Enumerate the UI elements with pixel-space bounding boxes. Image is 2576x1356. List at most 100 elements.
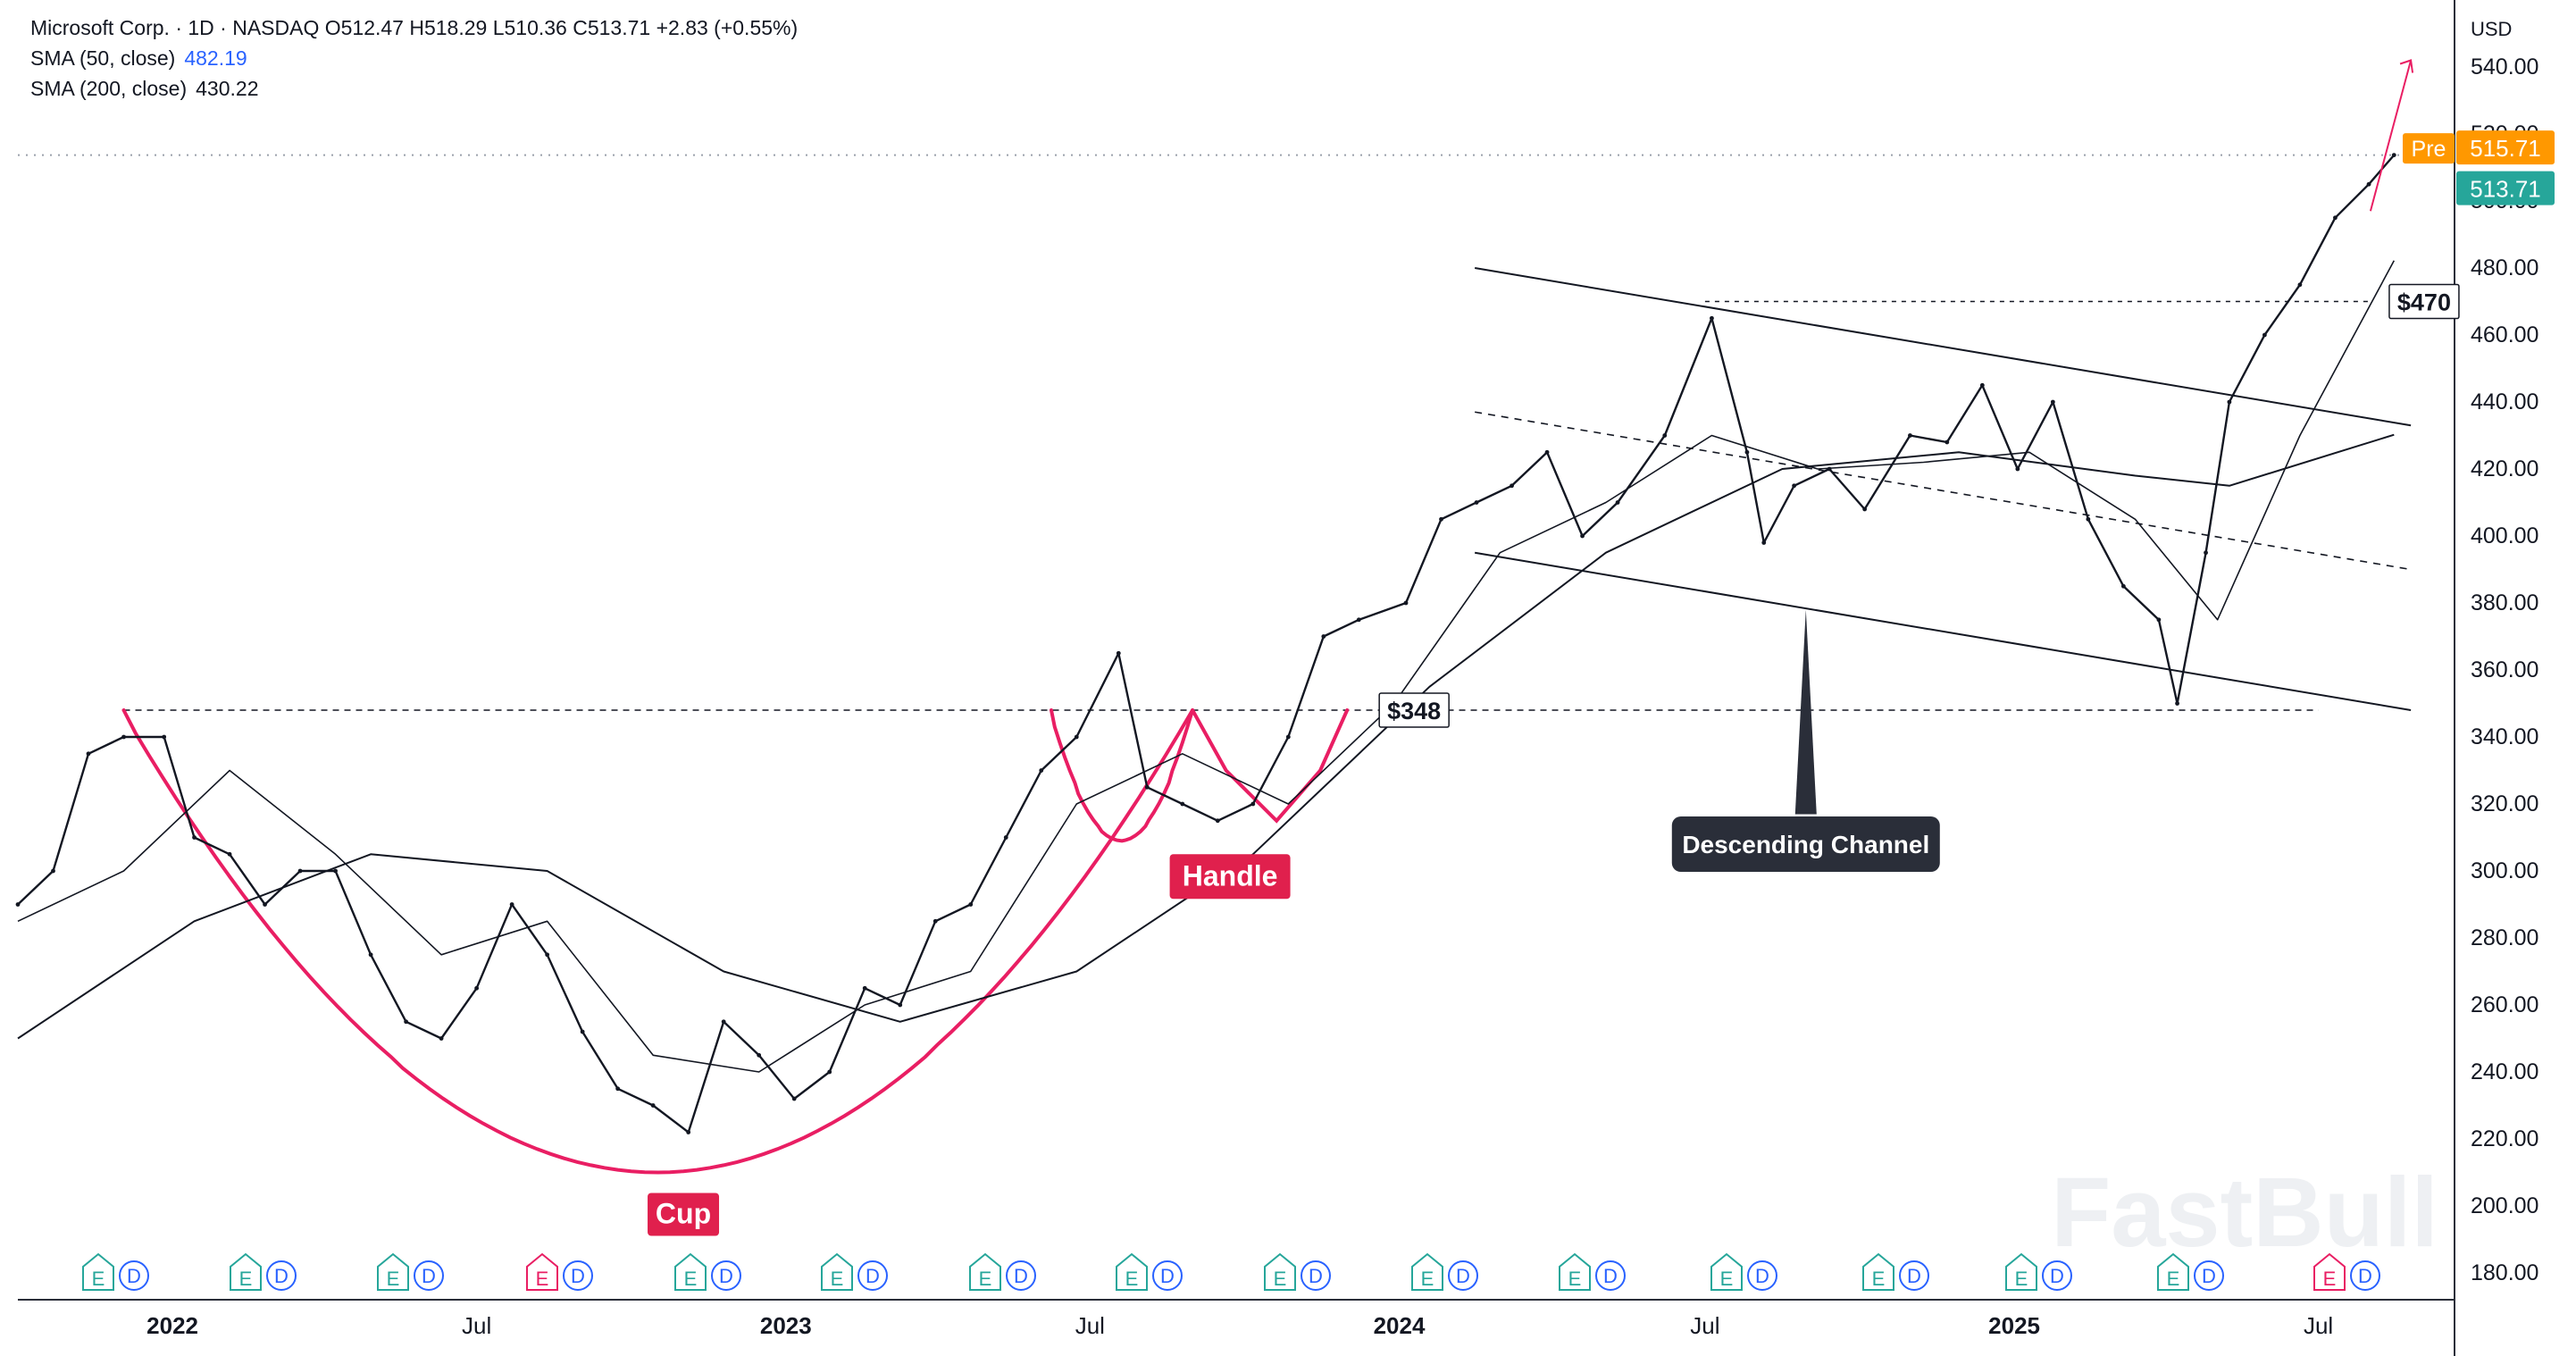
last-price-value: 513.71 (2470, 176, 2541, 203)
price-point (1215, 818, 1220, 824)
dividend-icon[interactable] (2350, 1260, 2380, 1291)
price-point (2175, 701, 2179, 706)
dividend-icon[interactable] (119, 1260, 149, 1291)
price-point (1439, 516, 1443, 522)
dividend-icon-letter: D (2202, 1265, 2216, 1287)
dividend-icon[interactable] (2194, 1260, 2224, 1291)
y-tick-label: 440.00 (2471, 389, 2538, 414)
dividend-icon[interactable] (1747, 1260, 1777, 1291)
price-point (1144, 784, 1150, 790)
earnings-icon[interactable] (821, 1252, 853, 1291)
dividend-icon[interactable] (1152, 1260, 1183, 1291)
earnings-icon[interactable] (969, 1252, 1001, 1291)
earnings-icon-letter: E (1274, 1268, 1287, 1290)
handle-rim-curve (1191, 708, 1350, 824)
price-point (580, 1029, 585, 1034)
price-point (1074, 734, 1079, 740)
dividend-icon[interactable] (857, 1260, 888, 1291)
cup-label-text: Cup (656, 1198, 711, 1230)
price-point (1979, 382, 1985, 388)
dividend-icon[interactable] (563, 1260, 593, 1291)
dividend-icon[interactable] (2042, 1260, 2072, 1291)
dividend-icon[interactable] (266, 1260, 297, 1291)
earnings-icon[interactable] (674, 1252, 707, 1291)
earnings-icon[interactable] (2005, 1252, 2037, 1291)
earnings-icon[interactable] (1862, 1252, 1894, 1291)
price-point (15, 902, 21, 907)
channel-callout-text: Descending Channel (1682, 831, 1929, 858)
dividend-icon[interactable] (1448, 1260, 1478, 1291)
dividend-icon[interactable] (1899, 1260, 1929, 1291)
channel-callout: Descending Channel (1671, 816, 1940, 872)
price-point (2086, 516, 2091, 522)
price-point (2297, 282, 2303, 288)
price-point (1792, 483, 1797, 489)
dividend-icon[interactable] (1595, 1260, 1626, 1291)
channel-mid-line (1475, 411, 2412, 571)
price-point (1116, 650, 1121, 656)
earnings-icon[interactable] (1116, 1252, 1148, 1291)
price-point (1285, 734, 1291, 740)
price-point (2015, 466, 2020, 472)
earnings-icon[interactable] (1559, 1252, 1591, 1291)
x-tick-label: Jul (462, 1312, 491, 1339)
dividend-icon[interactable] (711, 1260, 741, 1291)
y-tick-label: 380.00 (2471, 590, 2538, 615)
price-point (862, 985, 867, 991)
price-point (51, 868, 55, 874)
dividend-icon[interactable] (414, 1260, 444, 1291)
earnings-icon[interactable] (1264, 1252, 1296, 1291)
price-point (1615, 500, 1620, 505)
level-470-label-text: $470 (2397, 289, 2451, 316)
dividend-icon-letter: D (571, 1265, 585, 1287)
earnings-icon[interactable] (1710, 1252, 1743, 1291)
handle-label-box (1169, 854, 1291, 900)
dividend-icon[interactable] (1301, 1260, 1331, 1291)
earnings-icon-letter: E (239, 1268, 253, 1290)
price-point (791, 1096, 797, 1101)
sma50-series-line (17, 260, 2396, 1073)
dividend-icon[interactable] (1006, 1260, 1036, 1291)
price-point (1544, 449, 1550, 455)
sma50-legend: SMA (50, close) 482.19 (30, 43, 798, 73)
earnings-icon[interactable] (377, 1252, 409, 1291)
earnings-icon[interactable] (1411, 1252, 1443, 1291)
y-tick-label: 320.00 (2471, 791, 2538, 816)
dividend-icon-letter: D (1907, 1265, 1921, 1287)
cup-curve (121, 708, 1195, 1175)
price-point (227, 851, 232, 857)
earnings-icon-letter: E (684, 1268, 698, 1290)
earnings-icon-letter: E (536, 1268, 549, 1290)
pre-tag-label-box (2403, 133, 2455, 164)
earnings-icon[interactable] (526, 1252, 558, 1291)
dividend-icon-letter: D (274, 1265, 289, 1287)
price-point (162, 734, 167, 740)
earnings-icon[interactable] (2313, 1252, 2346, 1291)
price-point (474, 985, 480, 991)
price-point (2391, 153, 2396, 157)
earnings-icon[interactable] (82, 1252, 114, 1291)
currency-label: USD (2471, 18, 2512, 40)
earnings-icon[interactable] (230, 1252, 262, 1291)
price-point (1862, 506, 1868, 512)
projection-arrow (2369, 60, 2413, 212)
price-point (86, 751, 91, 757)
earnings-icon[interactable] (2157, 1252, 2189, 1291)
